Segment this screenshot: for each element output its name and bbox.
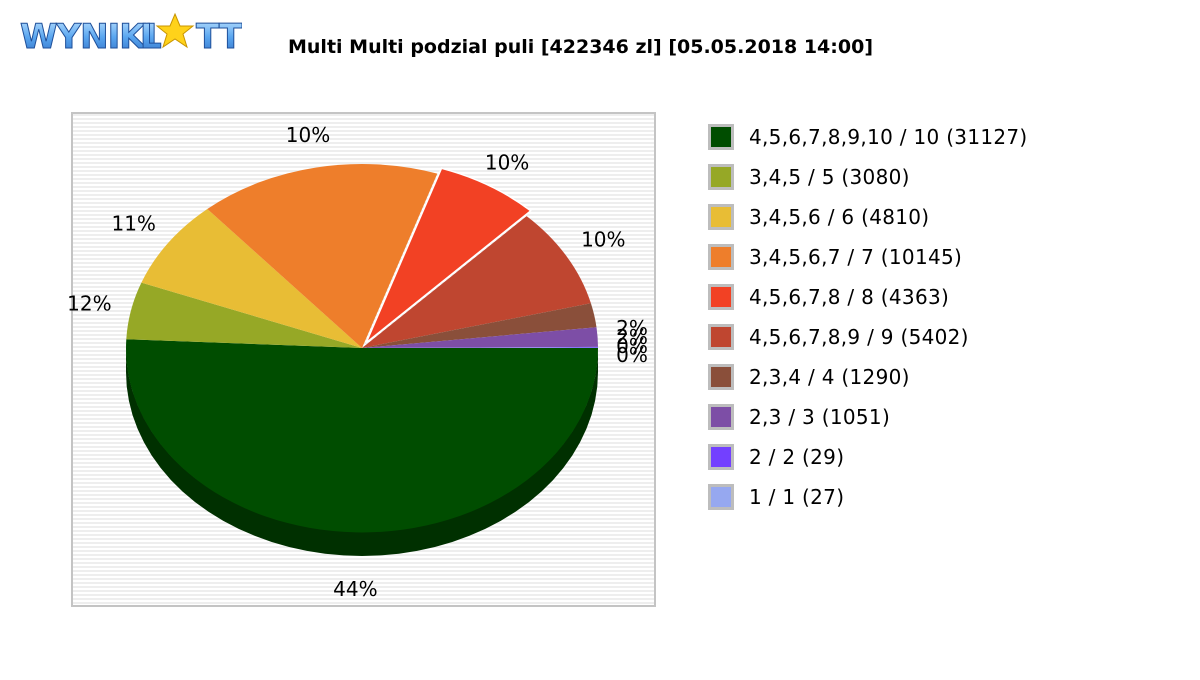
legend-label: 2,3 / 3 (1051) bbox=[749, 405, 891, 429]
legend-label: 4,5,6,7,8,9,10 / 10 (31127) bbox=[749, 125, 1028, 149]
pie-slice-label-7: 2% bbox=[616, 316, 648, 340]
pie-slice-3 bbox=[141, 209, 362, 348]
legend-label: 2,3,4 / 4 (1290) bbox=[749, 365, 910, 389]
svg-text:L: L bbox=[140, 17, 162, 56]
svg-text:WYNIKI: WYNIKI bbox=[20, 17, 156, 56]
pie-slice-1 bbox=[126, 339, 599, 533]
legend-label: 2 / 2 (29) bbox=[749, 445, 845, 469]
legend-swatch bbox=[708, 124, 734, 150]
pie-slice-label-10: 0% bbox=[616, 343, 648, 367]
legend-swatch bbox=[708, 244, 734, 270]
pie-slice-8 bbox=[362, 327, 598, 348]
pie-slice-label-6: 10% bbox=[581, 228, 625, 252]
legend-swatch bbox=[708, 484, 734, 510]
pie-slice-9 bbox=[362, 346, 599, 348]
logo-star-icon bbox=[155, 12, 195, 49]
legend-swatch bbox=[708, 164, 734, 190]
pie-slice-2 bbox=[126, 282, 362, 348]
pie-slice-label-1: 44% bbox=[333, 577, 377, 601]
pie-slice-10 bbox=[362, 347, 599, 348]
legend-swatch bbox=[708, 324, 734, 350]
legend-label: 3,4,5,6 / 6 (4810) bbox=[749, 205, 930, 229]
pie-slice-7 bbox=[362, 303, 597, 348]
legend-label: 3,4,5,6,7 / 7 (10145) bbox=[749, 245, 963, 269]
legend-label: 4,5,6,7,8,9 / 9 (5402) bbox=[749, 325, 969, 349]
pie-slice-label-3: 11% bbox=[111, 212, 155, 236]
svg-text:TTO: TTO bbox=[196, 17, 242, 56]
pie-slice-label-2: 12% bbox=[67, 292, 111, 316]
legend-swatch bbox=[708, 364, 734, 390]
wyniki-lotto-logo: WYNIKI L TTO bbox=[20, 12, 242, 56]
legend-label: 4,5,6,7,8 / 8 (4363) bbox=[749, 285, 950, 309]
pie-slice-label-8: 2% bbox=[616, 325, 648, 349]
legend-swatch bbox=[708, 284, 734, 310]
legend-swatch bbox=[708, 204, 734, 230]
legend-label: 1 / 1 (27) bbox=[749, 485, 845, 509]
pie-slice-label-9: 0% bbox=[616, 334, 648, 358]
pie-slice-4 bbox=[207, 163, 438, 348]
legend-label: 3,4,5 / 5 (3080) bbox=[749, 165, 910, 189]
pie-slice-6 bbox=[362, 216, 591, 348]
pie-slice-label-5: 10% bbox=[485, 151, 529, 175]
legend-swatch bbox=[708, 404, 734, 430]
legend-swatch bbox=[708, 444, 734, 470]
pie-slice-label-4: 10% bbox=[286, 123, 330, 147]
chart-title: Multi Multi podzial puli [422346 zl] [05… bbox=[288, 36, 874, 58]
pie-slice-5 bbox=[365, 167, 532, 344]
